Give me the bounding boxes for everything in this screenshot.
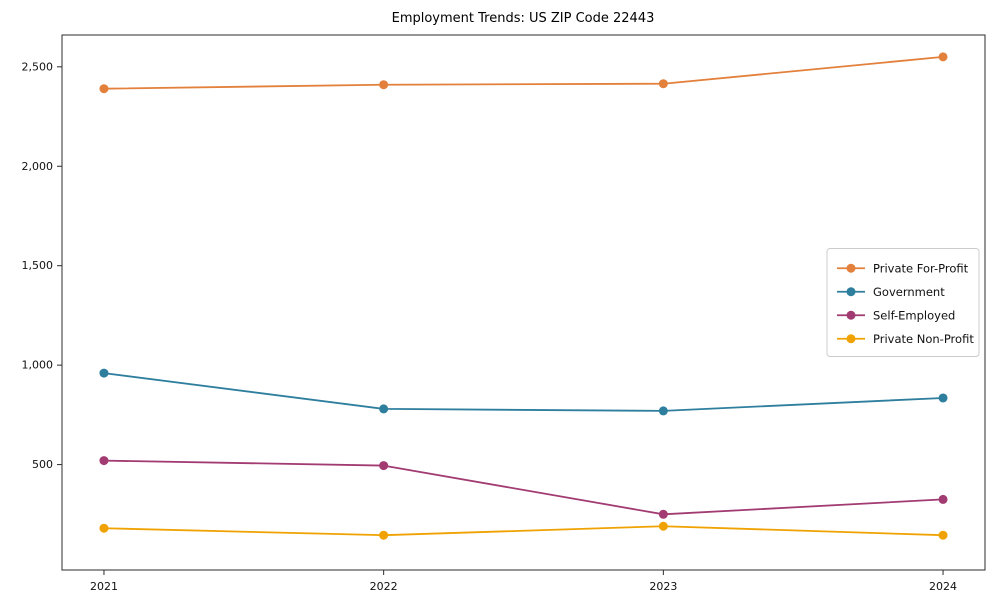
- series-line-self-employed: [103, 459, 944, 516]
- legend-marker: [846, 263, 856, 273]
- data-point: [938, 393, 948, 403]
- data-point: [658, 521, 668, 531]
- legend-label: Private Non-Profit: [873, 332, 974, 346]
- x-tick-label: 2022: [370, 580, 398, 593]
- legend-label: Self-Employed: [873, 308, 955, 322]
- data-point: [379, 404, 389, 414]
- data-point: [99, 523, 109, 533]
- x-tick-label: 2023: [649, 580, 677, 593]
- y-tick-label: 1,500: [22, 259, 54, 272]
- data-point: [658, 509, 668, 519]
- legend-marker: [846, 287, 856, 297]
- data-point: [99, 456, 109, 466]
- x-tick-label: 2021: [90, 580, 118, 593]
- series-line-private-for-profit: [103, 55, 944, 90]
- y-tick-label: 2,000: [22, 160, 54, 173]
- y-tick-label: 2,500: [22, 60, 54, 73]
- data-point: [379, 461, 389, 471]
- data-point: [938, 494, 948, 504]
- series-line-government: [103, 372, 944, 412]
- data-point: [379, 530, 389, 540]
- x-tick-label: 2024: [929, 580, 957, 593]
- series-line-private-non-profit: [103, 525, 944, 537]
- legend-marker: [846, 310, 856, 320]
- data-point: [938, 530, 948, 540]
- y-tick-label: 500: [32, 458, 53, 471]
- data-point: [99, 84, 109, 94]
- legend-label: Government: [873, 285, 945, 299]
- legend-marker: [846, 334, 856, 344]
- data-point: [938, 52, 948, 62]
- chart-title: Employment Trends: US ZIP Code 22443: [392, 11, 655, 26]
- legend: Private For-Profit Government Self-Employe…: [826, 248, 980, 357]
- legend-label: Private For-Profit: [873, 261, 969, 275]
- data-point: [99, 368, 109, 378]
- data-point: [379, 80, 389, 90]
- y-tick-label: 1,000: [22, 359, 54, 372]
- plot-area: 500 1,000 1,500 2,000 2,500 2021 2022 2023 2024 P…: [22, 34, 986, 593]
- data-point: [658, 79, 668, 89]
- axes-spines: [61, 34, 986, 571]
- legend-box: [826, 248, 980, 357]
- data-point: [658, 406, 668, 416]
